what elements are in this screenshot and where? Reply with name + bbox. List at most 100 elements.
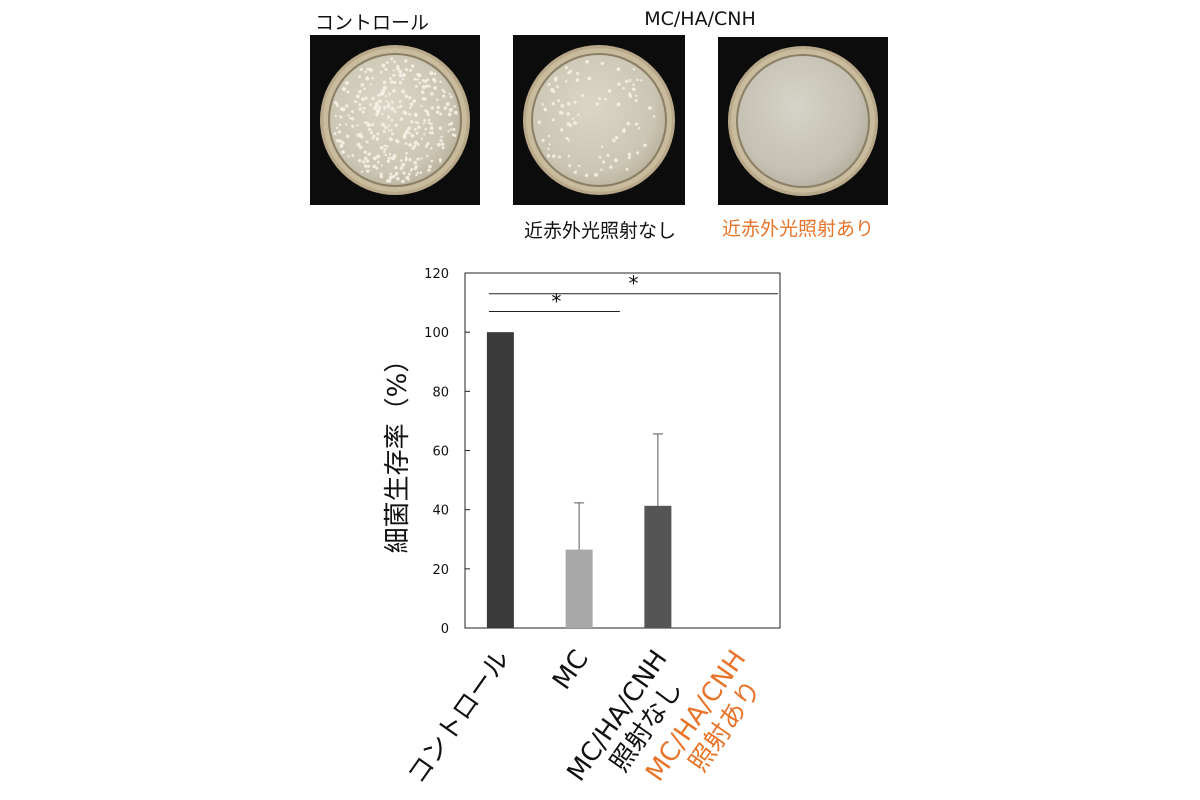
no-irradiation-petri-dish [523,45,675,195]
colony-dot [435,98,439,101]
colony-dot [402,136,406,140]
colony-dot [632,87,636,92]
colony-dot [368,68,373,72]
colony-dot [643,143,647,148]
colony-dot [577,164,581,168]
colony-dot [447,123,451,126]
colony-dot [417,74,421,78]
colony-dot [616,102,621,107]
colony-dot [339,144,344,149]
colony-dot [338,139,342,143]
colony-dot [606,154,610,157]
colony-dot [452,127,456,132]
colony-dot [338,123,342,126]
colony-dot [442,94,446,98]
colony-dot [451,133,455,137]
colony-dot [402,171,406,175]
colony-dot [367,164,371,168]
colony-dot [398,73,403,78]
colony-dot [600,61,605,66]
colony-dot [423,118,427,122]
colony-dot [421,85,426,90]
colony-dot [425,110,430,114]
colony-dot [541,138,545,143]
colony-dot [398,100,402,104]
colony-dot [413,112,418,117]
colony-dot [413,167,417,171]
colony-dot [419,171,423,175]
colony-dot [405,95,408,99]
colony-dot [438,126,443,131]
colony-dot [341,150,345,154]
colony-dot [543,107,548,112]
x-category-label-line: MC [547,645,595,695]
colony-dot [441,88,444,92]
colony-dot [634,99,638,103]
colony-dot [364,121,367,124]
colony-dot [436,105,440,110]
colony-dot [424,127,428,131]
colony-dot [430,159,434,163]
colony-dot [383,125,388,130]
colony-dot [448,92,451,96]
colony-dot [372,156,377,161]
colony-dot [439,80,442,84]
colony-dot [386,145,389,148]
colony-dot [382,85,387,90]
colony-dot [415,131,419,135]
colony-dot [571,117,575,121]
colony-dot [390,106,395,111]
colony-dot [335,102,339,106]
colony-dot [557,99,561,103]
colony-dot [401,179,405,184]
colony-dot [364,70,368,74]
colony-dot [380,164,383,167]
colony-dot [356,124,359,127]
colony-dot [628,92,631,96]
colony-dot [546,154,551,158]
colony-dot [580,94,584,98]
colony-dot [385,179,389,183]
colony-dot [555,85,559,89]
colony-dot [634,122,639,126]
colony-dot [375,166,379,170]
colony-dot [339,115,343,119]
colony-dot [585,59,590,64]
colony-dot [386,115,391,119]
colony-dot [369,83,372,86]
colony-dot [554,78,558,82]
bar [486,332,514,628]
colony-dot [391,100,394,104]
colony-dot [392,73,396,77]
colony-dot [567,155,571,158]
colony-dot [351,124,355,128]
colony-dot [390,57,394,61]
colony-dot [393,60,396,64]
colony-dot [614,135,619,140]
colony-dot [408,112,412,116]
colony-dot [547,147,550,151]
colony-dot [431,77,436,82]
colony-dot [371,96,375,101]
colony-dot [381,63,386,68]
colony-dot [374,101,379,106]
colony-dot [416,171,419,174]
colony-dot [391,132,394,136]
y-axis-label: 細菌生存率（%） [383,347,413,554]
colony-dot [368,123,371,126]
colony-dot [394,165,398,170]
x-category-label: コントロール [402,645,516,790]
x-category-label-line: コントロール [402,645,516,790]
colony-dot [358,158,362,163]
colony-dot [587,76,592,81]
colony-dot [362,160,366,164]
colony-dot [440,142,445,147]
colony-dot [376,154,381,159]
colony-dot [386,159,391,164]
colony-dot [378,99,382,103]
colony-dot [351,110,355,114]
bar [644,505,672,628]
colony-dot [438,158,443,162]
colony-dot [425,154,429,158]
